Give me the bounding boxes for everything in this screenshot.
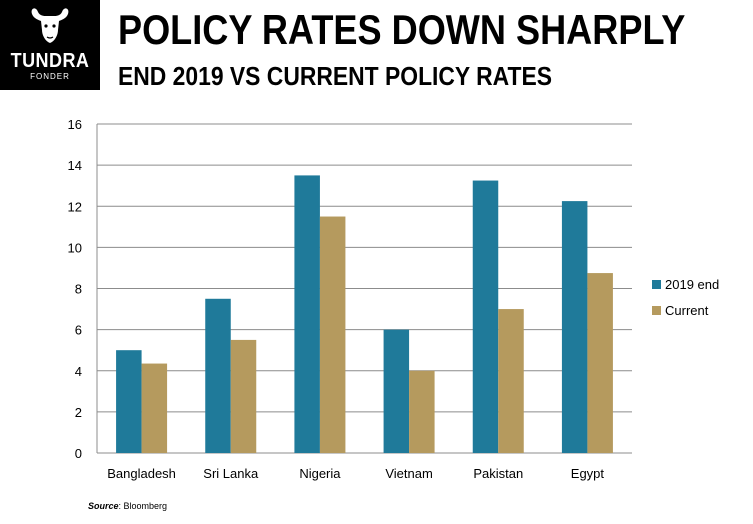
legend: 2019 end Current (652, 277, 719, 318)
y-tick-label: 10 (68, 240, 82, 255)
y-tick-label: 12 (68, 199, 82, 214)
tundra-logo: TUNDRA FONDER (0, 0, 100, 90)
bar (561, 201, 588, 453)
bar (587, 273, 613, 453)
bar (472, 180, 499, 453)
bar (230, 339, 257, 453)
page-subtitle: END 2019 VS CURRENT POLICY RATES (118, 61, 552, 91)
axis-labels: 0 2 4 6 8 10 12 14 16 Bangladesh Sri Lanka Nigeria V… (68, 117, 605, 481)
y-tick-label: 8 (75, 282, 82, 297)
x-tick-label: Nigeria (299, 466, 341, 481)
source-label: Source (88, 501, 119, 511)
y-tick-label: 14 (68, 158, 82, 173)
bar (141, 363, 168, 453)
bar (116, 350, 142, 453)
y-tick-label: 0 (75, 446, 82, 461)
gridlines (96, 123, 632, 454)
y-tick-label: 2 (75, 405, 82, 420)
x-tick-label: Pakistan (473, 466, 523, 481)
x-tick-label: Egypt (571, 466, 605, 481)
page-title: POLICY RATES DOWN SHARPLY (118, 6, 686, 53)
x-tick-label: Vietnam (385, 466, 432, 481)
legend-swatch (652, 280, 661, 289)
legend-swatch (652, 306, 661, 315)
bar (383, 329, 410, 453)
x-tick-label: Sri Lanka (203, 466, 259, 481)
bar (409, 370, 435, 453)
y-tick-label: 4 (75, 364, 82, 379)
y-tick-label: 16 (68, 117, 82, 132)
bars (116, 175, 613, 453)
source-text: : Bloomberg (118, 501, 168, 511)
y-tick-label: 6 (75, 323, 82, 338)
bar (294, 175, 320, 453)
bar (319, 216, 346, 453)
logo-name: TUNDRA (10, 50, 90, 72)
bull-icon (31, 8, 69, 43)
legend-label: Current (665, 303, 709, 318)
x-tick-label: Bangladesh (107, 466, 176, 481)
bar (498, 309, 524, 453)
legend-label: 2019 end (665, 277, 719, 292)
bar (205, 298, 231, 453)
source-note: Source: Bloomberg (88, 501, 167, 511)
logo-subtitle: FONDER (30, 72, 70, 81)
